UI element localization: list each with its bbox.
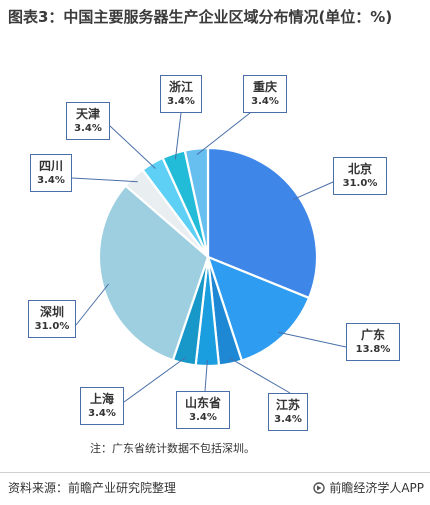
chart-title: 图表3：中国主要服务器生产企业区域分布情况(单位：%) <box>8 8 393 26</box>
slice-value-label: 31.0% <box>34 321 70 332</box>
data-label-8: 天津 3.4% <box>66 102 110 140</box>
leader-line-2 <box>278 331 347 348</box>
slice-name-label: 上海 <box>89 392 114 406</box>
slice-name-label: 江苏 <box>275 398 300 412</box>
leader-line-6 <box>75 283 109 326</box>
pie-slice-6 <box>97 184 210 362</box>
data-label-4: 山东省 3.4% <box>176 391 230 429</box>
pie-slice-10 <box>183 146 210 258</box>
leader-line-9 <box>174 112 182 160</box>
footer: 资料来源：前瞻产业研究院整理 前瞻经济学人APP <box>0 472 430 505</box>
slice-name-label: 重庆 <box>252 80 277 94</box>
data-label-6: 深圳 31.0% <box>28 300 76 338</box>
slice-value-label: 3.4% <box>251 96 279 107</box>
slice-name-label: 四川 <box>38 159 63 173</box>
leader-line-7 <box>71 177 138 183</box>
brand-icon <box>313 482 326 494</box>
leader-line-8 <box>109 125 156 169</box>
slice-name-label: 广东 <box>360 328 385 342</box>
leader-line-5 <box>123 357 186 403</box>
leader-line-4 <box>204 359 208 392</box>
slice-value-label: 13.8% <box>355 344 391 355</box>
slice-value-label: 3.4% <box>37 175 65 186</box>
data-label-7: 四川 3.4% <box>30 154 72 192</box>
slice-value-label: 3.4% <box>88 408 116 419</box>
leader-line-3 <box>229 357 291 394</box>
slice-name-label: 浙江 <box>168 80 193 94</box>
data-label-3: 江苏 3.4% <box>268 393 308 431</box>
source-text: 资料来源：前瞻产业研究院整理 <box>8 481 177 495</box>
slice-name-label: 深圳 <box>39 305 64 319</box>
slice-value-label: 31.0% <box>342 178 378 189</box>
slice-value-label: 3.4% <box>274 414 302 425</box>
data-label-9: 浙江 3.4% <box>160 75 202 113</box>
slice-value-label: 3.4% <box>167 96 195 107</box>
slice-name-label: 北京 <box>347 162 372 176</box>
brand[interactable]: 前瞻经济学人APP <box>313 479 424 496</box>
chart-note: 注：广东省统计数据不包括深圳。 <box>90 442 255 455</box>
data-label-5: 上海 3.4% <box>80 387 124 425</box>
slice-name-label: 天津 <box>75 107 100 121</box>
pie-slice-1 <box>206 146 319 300</box>
leader-line-10 <box>196 112 251 155</box>
data-label-1: 北京 31.0% <box>333 157 387 195</box>
brand-text: 前瞻经济学人APP <box>329 481 424 495</box>
slice-value-label: 3.4% <box>74 123 102 134</box>
data-label-2: 广东 13.8% <box>346 323 400 361</box>
slice-name-label: 山东省 <box>184 396 221 410</box>
slice-value-label: 3.4% <box>189 412 217 423</box>
pie-slice-2 <box>206 255 311 363</box>
data-label-10: 重庆 3.4% <box>243 75 287 113</box>
leader-line-1 <box>293 181 334 200</box>
